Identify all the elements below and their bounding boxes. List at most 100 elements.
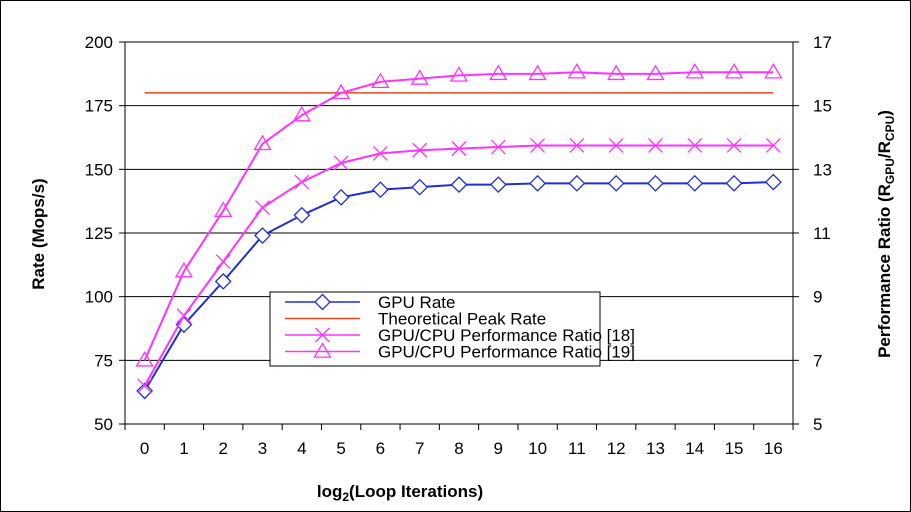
x-tick-label: 1 (179, 439, 188, 458)
marker-diamond (411, 178, 429, 196)
marker-triangle (685, 62, 704, 79)
series-3 (135, 62, 783, 367)
x-tick-label: 16 (764, 439, 783, 458)
marker-triangle (449, 66, 469, 82)
marker-x (451, 141, 467, 157)
marker-x (294, 174, 310, 190)
marker-diamond (764, 173, 782, 191)
x-tick-label: 9 (494, 439, 503, 458)
marker-diamond (529, 174, 547, 192)
y2-tick-label: 5 (813, 415, 822, 434)
marker-triangle (607, 64, 626, 81)
gridlines (125, 41, 793, 425)
x-tick-label: 0 (140, 439, 149, 458)
marker-triangle (528, 64, 547, 81)
y2-title-mid: /R (875, 141, 894, 158)
marker-triangle (410, 69, 429, 85)
marker-triangle (214, 201, 233, 217)
x-tick-label: 3 (258, 439, 267, 458)
marker-triangle (489, 64, 508, 81)
marker-x (687, 137, 703, 153)
marker-x (608, 137, 624, 153)
y2-tick-label: 13 (813, 160, 832, 179)
x-tick-label: 6 (376, 439, 385, 458)
x-axis-title: log2(Loop Iterations) (317, 482, 483, 504)
marker-diamond (725, 174, 743, 192)
x-tick-label: 4 (297, 439, 306, 458)
legend-item-3: GPU/CPU Performance Ratio [19] (285, 342, 635, 362)
x-tick-label: 15 (725, 439, 744, 458)
y2-tick-label: 7 (813, 351, 822, 370)
marker-triangle (331, 83, 351, 100)
y-tick-label: 175 (85, 97, 113, 116)
marker-x (648, 137, 663, 153)
y2-axis-title: Performance Ratio (RGPU/RCPU) (875, 110, 897, 358)
marker-x (412, 142, 428, 158)
y-tick-label: 125 (85, 224, 113, 243)
marker-triangle (371, 72, 390, 89)
marker-x (333, 155, 349, 171)
legend-label: GPU/CPU Performance Ratio [19] (378, 343, 635, 362)
legend-item-0: GPU Rate (285, 293, 455, 312)
legend-label: GPU Rate (378, 293, 455, 312)
y-axis-title: Rate (Mops/s) (29, 178, 48, 289)
x-tick-label: 2 (219, 439, 228, 458)
marker-x (372, 145, 388, 161)
marker-x (215, 254, 231, 270)
x-tick-label: 8 (454, 439, 463, 458)
marker-diamond (647, 174, 664, 192)
legend-label: Theoretical Peak Rate (378, 310, 546, 329)
marker-x (137, 378, 153, 394)
marker-triangle (313, 342, 332, 358)
marker-x (176, 308, 192, 324)
x-tick-label: 7 (415, 439, 424, 458)
y2-title-sub2: CPU (883, 116, 897, 141)
marker-x (255, 200, 270, 215)
marker-x (490, 139, 506, 155)
marker-triangle (764, 62, 783, 79)
marker-triangle (135, 351, 154, 367)
marker-diamond (450, 176, 468, 194)
x-tick-label: 10 (528, 439, 547, 458)
marker-diamond (371, 181, 389, 199)
y2-tick-label: 11 (813, 224, 831, 243)
legend-item-1: Theoretical Peak Rate (285, 310, 546, 329)
legend-label: GPU/CPU Performance Ratio [18] (378, 326, 635, 345)
x-tick-label: 14 (685, 439, 704, 458)
marker-triangle (724, 62, 744, 79)
marker-triangle (253, 134, 272, 151)
y-tick-label: 75 (94, 351, 113, 370)
y2-tick-label: 15 (813, 97, 832, 116)
x-tick-label: 5 (336, 439, 345, 458)
marker-triangle (174, 261, 194, 278)
x-axis-title-sub: 2 (342, 490, 349, 504)
marker-diamond (293, 206, 311, 224)
y2-tick-label: 9 (813, 288, 822, 307)
y2-title-end: ) (875, 110, 894, 116)
marker-diamond (489, 176, 507, 194)
x-axis-title-main: log (317, 482, 343, 501)
marker-triangle (292, 105, 311, 122)
marker-x (726, 137, 742, 153)
y-tick-label: 50 (94, 415, 113, 434)
y-tick-label: 150 (85, 160, 113, 179)
marker-x (315, 327, 330, 343)
marker-diamond (136, 382, 154, 400)
x-tick-label: 13 (646, 439, 665, 458)
marker-x (765, 137, 781, 153)
marker-x (530, 137, 546, 153)
y-tick-label: 100 (85, 288, 113, 307)
marker-diamond (214, 272, 232, 290)
marker-triangle (567, 62, 587, 79)
legend-item-2: GPU/CPU Performance Ratio [18] (285, 326, 635, 345)
marker-diamond (332, 188, 350, 206)
y2-title-main: Performance Ratio (R (875, 184, 894, 358)
series-line (143, 71, 774, 361)
series-group (135, 62, 783, 400)
x-axis-title-rest: (Loop Iterations) (349, 482, 483, 501)
y-tick-label: 200 (85, 33, 113, 52)
y2-tick-label: 17 (813, 33, 832, 52)
x-tick-label: 11 (568, 439, 586, 458)
marker-diamond (607, 174, 625, 192)
